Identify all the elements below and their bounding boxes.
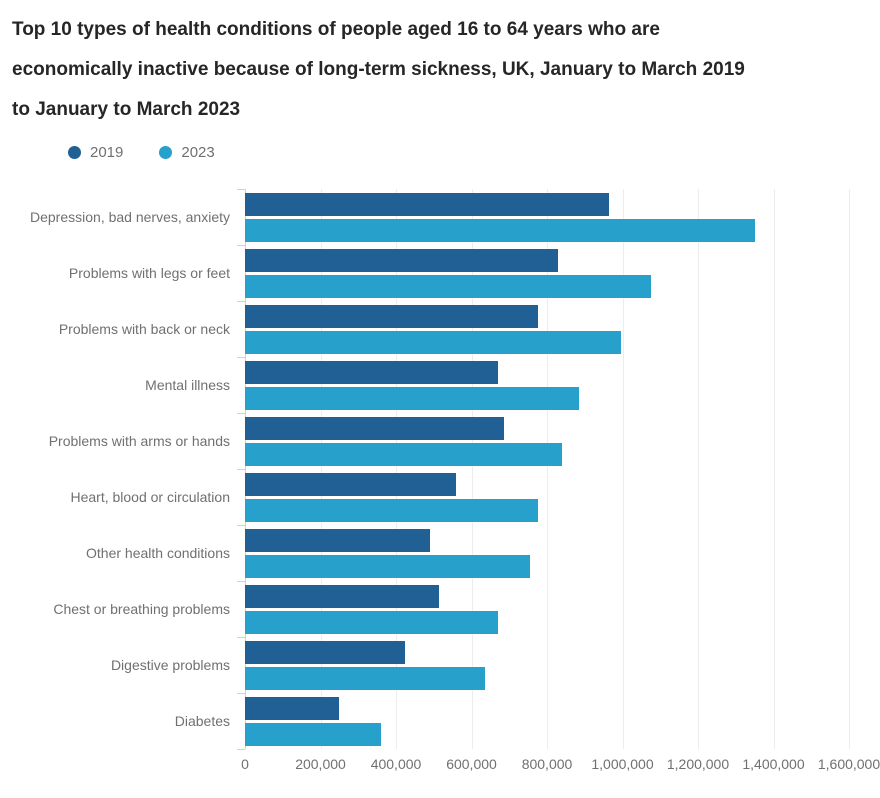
x-tick-label: 1,200,000 [666,756,730,772]
category-label: Diabetes [174,713,230,729]
legend-item-2019[interactable]: 2019 [68,144,123,161]
bar-2023-4[interactable] [245,386,580,410]
category-row: Digestive problems [0,637,880,693]
bar-2019-7[interactable] [245,528,430,552]
x-tick-label: 600,000 [446,756,497,772]
category-row: Other health conditions [0,525,880,581]
bar-2019-3[interactable] [245,304,538,328]
category-label: Other health conditions [86,545,230,561]
gridline [849,189,850,749]
category-label: Mental illness [145,377,230,393]
bar-2023-10[interactable] [245,722,381,746]
category-label: Problems with arms or hands [48,433,230,449]
legend-dot-2019-icon [68,145,81,159]
bar-2019-2[interactable] [245,248,559,272]
legend-label-2023: 2023 [181,143,215,161]
y-axis-tick [237,693,245,694]
gridline [698,189,699,749]
gridlines [237,189,850,750]
bars-cell [245,637,849,693]
category-row: Depression, bad nerves, anxiety [0,189,880,245]
category-row: Mental illness [0,357,880,413]
legend-dot-2023-icon [159,145,173,159]
gridline [773,189,775,749]
bar-2023-9[interactable] [245,666,485,690]
gridline [622,189,624,749]
bars-cell [245,301,849,357]
x-tick-label: 400,000 [370,756,422,772]
y-axis-tick [237,301,245,302]
category-label: Problems with legs or feet [68,265,230,281]
y-axis-tick [237,245,245,246]
legend-item-2023[interactable]: 2023 [159,143,215,161]
bar-2023-3[interactable] [245,330,621,354]
bar-2019-1[interactable] [245,192,610,216]
bars-cell [245,581,849,637]
bars-cell [245,357,849,413]
bars-cell [245,245,849,301]
y-axis-tick [237,413,245,414]
bar-2019-5[interactable] [245,416,504,440]
category-label: Depression, bad nerves, anxiety [30,209,230,225]
category-row: Problems with arms or hands [0,413,880,469]
bar-2019-6[interactable] [245,472,457,496]
y-axis-line [245,189,246,749]
bars-cell [245,413,849,469]
x-axis: 0 200,000 400,000 600,000 800,000 1,000,000 1,… [241,756,880,778]
bar-2019-9[interactable] [245,640,406,664]
category-label: Problems with back or neck [58,321,230,337]
chart-title: Top 10 types of health conditions of peo… [12,19,745,120]
bar-2023-6[interactable] [245,498,538,522]
x-tick-label: 1,400,000 [742,756,805,772]
y-axis-tick [237,189,245,190]
bar-2019-10[interactable] [245,696,340,720]
plot-area: Depression, bad nerves, anxiety Problems … [0,189,880,750]
legend: 2019 2023 [68,142,880,162]
bar-2023-1[interactable] [245,218,755,242]
bars-cell [245,525,849,581]
y-axis-tick [237,525,245,526]
bars-cell [245,189,849,245]
category-label: Chest or breathing problems [53,601,230,617]
x-tick-label: 0 [241,756,249,772]
bar-chart: Depression, bad nerves, anxiety Problems … [0,189,880,778]
bar-2023-2[interactable] [245,274,651,298]
x-tick-label: 200,000 [295,756,346,772]
category-rows: Depression, bad nerves, anxiety Problems … [0,189,880,749]
bar-2019-4[interactable] [245,360,498,384]
category-row: Diabetes [0,693,880,749]
bar-2023-8[interactable] [245,610,498,634]
gridline [471,189,473,749]
category-row: Problems with back or neck [0,301,880,357]
bar-2023-5[interactable] [245,442,563,466]
bars-cell [245,469,849,525]
x-tick-label: 1,600,000 [817,756,880,772]
gridline [396,189,397,749]
bar-2019-8[interactable] [245,584,440,608]
legend-label-2019: 2019 [90,143,124,161]
category-row: Heart, blood or circulation [0,469,880,525]
category-label: Digestive problems [110,657,230,673]
gridline [320,189,322,749]
y-axis-tick [237,581,245,582]
x-tick-label: 800,000 [521,756,573,772]
category-row: Chest or breathing problems [0,581,880,637]
y-axis-tick [237,749,245,750]
category-label: Heart, blood or circulation [70,489,230,505]
y-axis-tick [237,357,245,358]
bars-cell [245,693,849,749]
x-tick-label: 1,000,000 [591,756,654,772]
category-row: Problems with legs or feet [0,245,880,301]
y-axis-tick [237,469,245,470]
y-axis-tick [237,637,245,638]
gridline [547,189,548,749]
bar-2023-7[interactable] [245,554,530,578]
